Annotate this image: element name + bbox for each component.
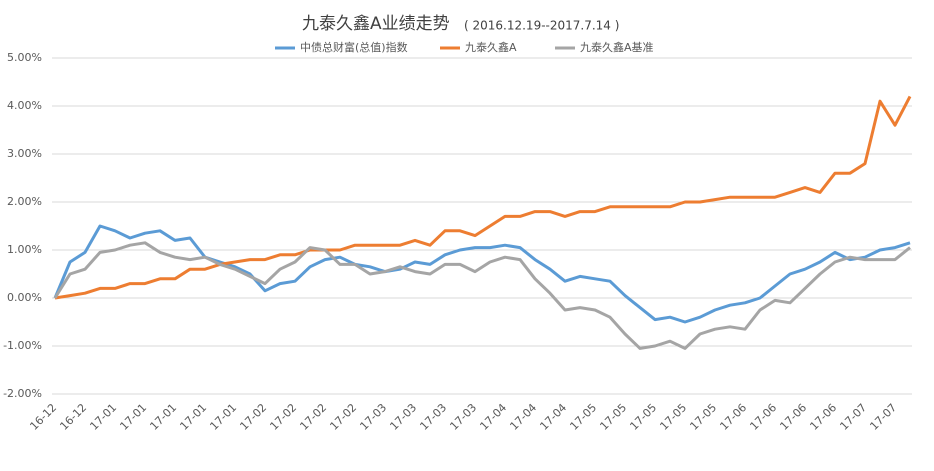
series-line [53,224,911,324]
x-tick-label: 17-01 [87,401,119,433]
y-tick-label: 0.00% [7,291,42,304]
x-tick-label: 17-05 [687,401,719,433]
series-line [54,95,912,300]
y-tick-label: 3.00% [7,147,42,160]
y-tick-label: -2.00% [3,387,42,400]
x-tick-label: 17-05 [627,401,659,433]
y-tick-label: 5.00% [7,51,42,64]
x-tick-label: 17-06 [747,401,779,433]
x-tick-label: 17-06 [777,401,809,433]
x-tick-label: 17-07 [837,401,869,433]
x-tick-label: 17-01 [147,401,179,433]
x-tick-label: 17-01 [117,401,149,433]
chart-title: 九泰久鑫A业绩走势 [302,14,450,34]
x-tick-label: 17-01 [207,401,239,433]
x-tick-label: 17-02 [237,401,269,433]
series-line [53,241,911,350]
y-tick-label: -1.00% [3,339,42,352]
y-tick-label: 1.00% [7,243,42,256]
x-tick-label: 17-07 [867,401,899,433]
x-tick-label: 17-03 [447,401,479,433]
x-tick-label: 17-06 [807,401,839,433]
x-tick-label: 16-12 [27,401,59,433]
x-tick-label: 17-05 [567,401,599,433]
x-tick-label: 17-04 [477,401,509,433]
chart-subtitle: ( 2016.12.19--2017.7.14 ) [464,19,619,33]
x-tick-label: 17-05 [597,401,629,433]
x-tick-label: 16-12 [57,401,89,433]
x-tick-label: 17-02 [327,401,359,433]
x-tick-label: 17-03 [417,401,449,433]
legend-label: 九泰久鑫A基准 [580,40,654,54]
x-tick-label: 17-02 [297,401,329,433]
y-tick-label: 2.00% [7,195,42,208]
y-tick-label: 4.00% [7,99,42,112]
x-tick-label: 17-01 [177,401,209,433]
legend-label: 九泰久鑫A [465,40,517,54]
legend-label: 中债总财富(总值)指数 [300,40,408,54]
x-tick-label: 17-03 [357,401,389,433]
x-tick-label: 17-04 [537,401,569,433]
x-tick-label: 17-02 [267,401,299,433]
x-tick-label: 17-03 [387,401,419,433]
x-tick-label: 17-05 [657,401,689,433]
x-tick-label: 17-04 [507,401,539,433]
x-tick-label: 17-06 [717,401,749,433]
